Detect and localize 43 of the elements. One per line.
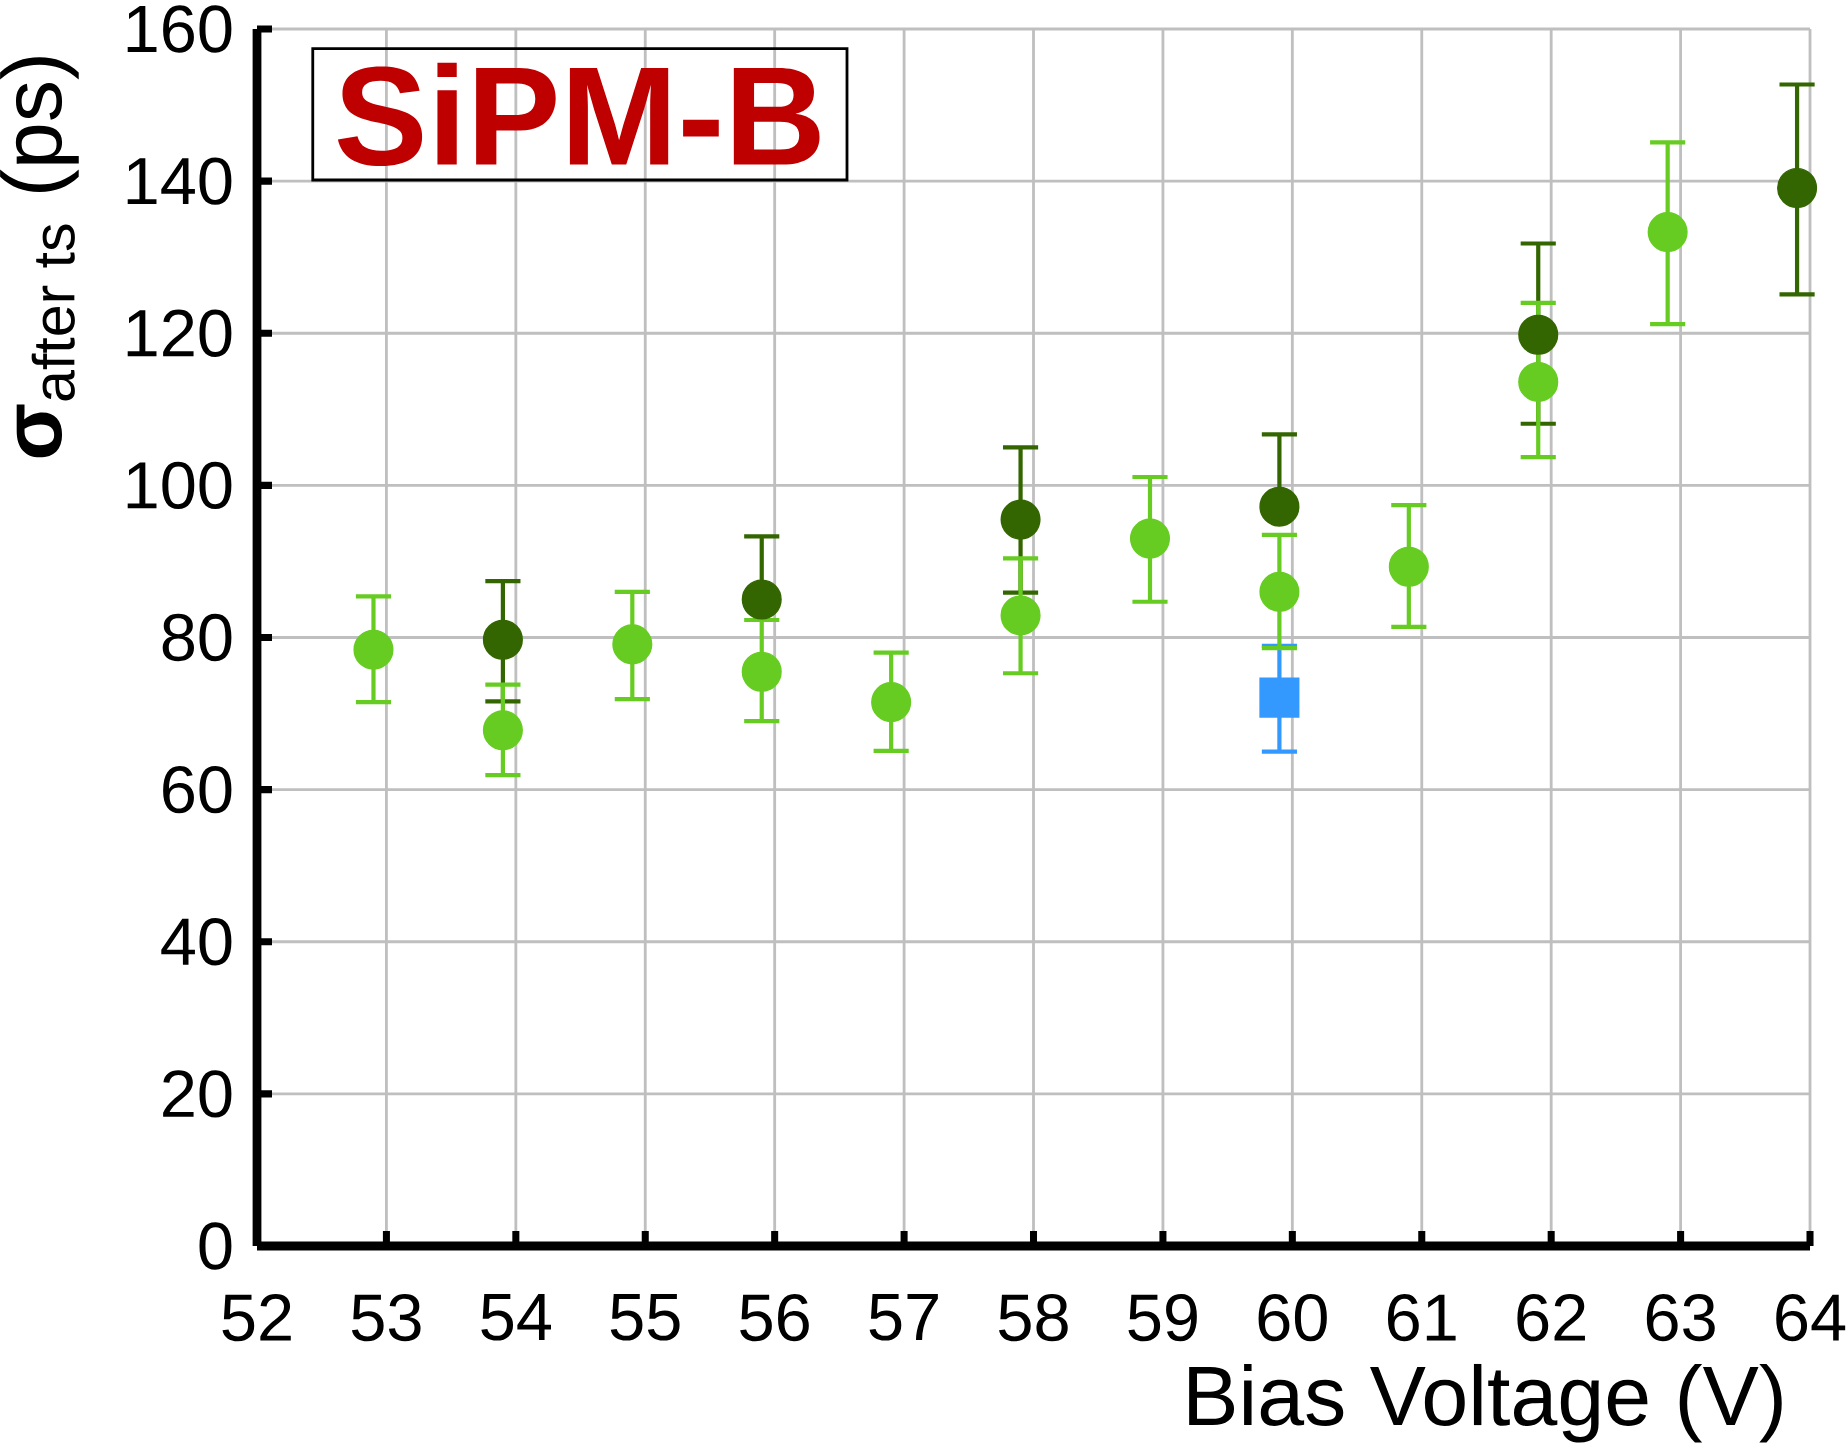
x-axis-title: Bias Voltage (V) [1189,1363,1782,1443]
y-tick-label: 20 [163,1070,232,1118]
x-tick-label: 54 [481,1293,551,1341]
y-tick-label: 140 [127,157,232,205]
point [741,579,782,620]
point [482,710,523,751]
x-tick-label: 57 [869,1293,938,1341]
x-tick-label: 59 [1128,1293,1197,1342]
point [1777,167,1818,209]
point [1518,314,1559,355]
y-tick-label: 100 [127,461,232,510]
point [1259,486,1300,527]
point [1000,595,1041,636]
x-tick-label: 52 [222,1293,291,1342]
point [1259,677,1300,718]
x-tick-label: 53 [351,1293,421,1342]
x-tick-label: 56 [740,1293,809,1342]
point [1518,361,1559,402]
x-tick-label: 58 [999,1293,1068,1342]
point [871,682,912,723]
x-tick-label: 62 [1517,1293,1585,1342]
y-tick-label: 0 [199,1222,232,1270]
point [482,619,523,660]
point [1000,499,1041,540]
annotation: SiPM-B [337,62,820,166]
x-tick-label: 64 [1776,1293,1846,1342]
point [1259,571,1300,612]
y-tick-label: 80 [162,613,232,662]
y-tick-label: 40 [161,918,232,966]
y-tick-label: 120 [127,309,232,357]
point [1388,546,1429,587]
y-tick-label: 60 [163,765,232,814]
point [1129,518,1171,559]
point [1647,212,1688,253]
x-tick-label: 63 [1646,1293,1715,1342]
y-axis-title: $\textbf{σ}_{\text{after ts}}\ \text{(ps)}$ [0,57,79,458]
x-tick-label: 60 [1258,1293,1327,1342]
point [353,629,394,670]
point [612,624,653,665]
point [741,651,782,692]
x-tick-label: 55 [610,1293,680,1341]
x-tick-label: 61 [1387,1293,1456,1342]
y-tick-label: 160 [127,5,232,53]
